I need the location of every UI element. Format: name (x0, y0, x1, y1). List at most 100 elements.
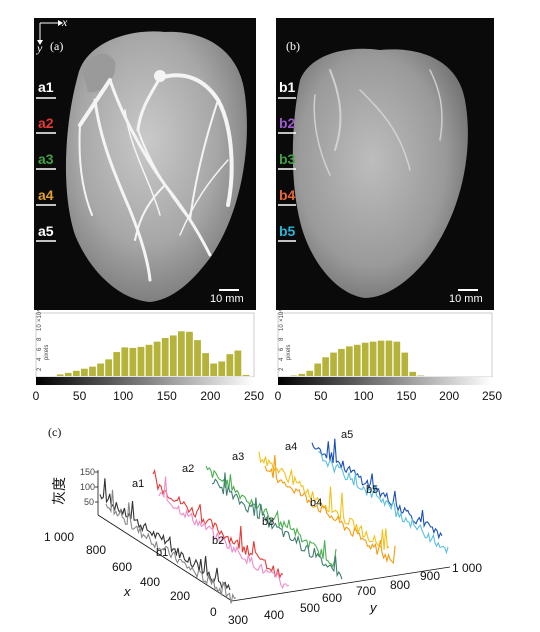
hist-b-bar (322, 357, 329, 376)
slice-label-b4: b4 (279, 187, 296, 203)
y-tick-300: 300 (228, 613, 248, 627)
colorbar-a-tick-label: 50 (73, 389, 87, 403)
colorbar-a-ticks: 0 50 100 150 200 250 (33, 389, 265, 403)
curve-labels: a1 b1 a2 b2 a3 b3 a4 b4 a5 b5 (132, 429, 378, 559)
histogram-a-frame (35, 312, 255, 378)
colorbar-b (278, 377, 492, 385)
hist-a-bar (105, 359, 113, 376)
hist-b-bar (314, 363, 321, 376)
profile-a3 (205, 465, 337, 568)
hist-b-bar (330, 352, 337, 376)
curve-label-a4: a4 (285, 441, 297, 453)
hist-a-bar (202, 353, 209, 376)
profile-b2 (158, 476, 290, 590)
panel-a-label: (a) (50, 39, 63, 53)
colorbar-a-tick-label: 250 (244, 389, 264, 403)
hist-a-bar (121, 347, 129, 376)
histogram-b (290, 340, 424, 376)
hist-a-bar (177, 331, 185, 376)
z-tick-50: 50 (84, 497, 94, 507)
hist-b-bar (369, 341, 377, 376)
panel-a: x y (a) a1 a2 (33, 15, 265, 403)
curve-label-b2: b2 (212, 535, 224, 547)
z-tick-100: 100 (80, 482, 95, 492)
hist-b-tick-6: 6 (279, 347, 285, 351)
hist-a-bar (153, 341, 161, 376)
profile-b5 (317, 451, 449, 555)
heart-a-image (65, 31, 247, 303)
histogram-b-frame (277, 312, 493, 378)
hist-a-exponent: ×10⁴ (36, 309, 43, 322)
hist-a-bar (169, 335, 177, 376)
y-axis-label: y (369, 600, 378, 615)
colorbar-a (36, 377, 254, 385)
hist-a-bar (186, 331, 193, 376)
slice-label-b5: b5 (279, 223, 296, 239)
axis-indicator: x y (36, 15, 68, 55)
hist-a-bar (161, 338, 169, 376)
profile-a1 (99, 478, 231, 591)
x-axis-label: x (123, 584, 131, 599)
hist-a-bar (113, 352, 121, 376)
slice-label-b1: b1 (279, 79, 296, 95)
hist-b-bar (346, 346, 353, 376)
slice-label-b2: b2 (279, 115, 296, 131)
x-tick-1000: 1 000 (44, 530, 74, 544)
hist-b-unit: pixels (286, 345, 292, 360)
hist-a-tick-2: 2 (37, 367, 43, 371)
hist-a-bar (226, 354, 234, 376)
hist-a-bar (56, 374, 64, 376)
curve-label-b5: b5 (366, 484, 378, 496)
axis-x-label: x (61, 15, 68, 29)
z-tick-150: 150 (80, 467, 95, 477)
profile-b1 (105, 489, 237, 604)
panel-c: (c) 150 100 50 灰度 1 000 800 600 400 200 … (44, 425, 482, 627)
x-tick-600: 600 (112, 560, 132, 574)
profile-a4 (258, 451, 390, 550)
x-tick-400: 400 (140, 575, 160, 589)
hist-a-tick-4: 4 (37, 357, 43, 361)
histogram-a (56, 331, 250, 376)
hist-a-bar (129, 347, 137, 376)
histogram-b-axis: 2 4 6 8 10 ×10⁴ pixels (278, 309, 292, 371)
hist-b-bar (306, 370, 314, 376)
colorbar-a-tick-label: 150 (157, 389, 177, 403)
hist-a-tick-6: 6 (37, 347, 43, 351)
profile-a5 (311, 438, 443, 540)
slice-label-a5: a5 (38, 223, 54, 239)
y-tick-700: 700 (356, 584, 376, 598)
hist-b-tick-10: 10 (279, 324, 285, 331)
z-axis-label: 灰度 (51, 477, 67, 505)
x-axis: 1 000 800 600 400 200 0 x (44, 514, 233, 619)
hist-b-bar (377, 340, 385, 376)
profile-b4 (264, 455, 396, 565)
y-tick-400: 400 (264, 608, 284, 622)
hist-a-bar (72, 370, 80, 376)
colorbar-b-tick-label: 50 (314, 389, 328, 403)
y-tick-900: 900 (420, 569, 440, 583)
hist-a-bar (210, 363, 218, 376)
hist-b-bar (393, 341, 401, 376)
x-tick-800: 800 (86, 543, 106, 557)
colorbar-b-ticks: 0 50 100 150 200 250 (275, 389, 503, 403)
curve-label-b3: b3 (262, 516, 274, 528)
curve-label-a3: a3 (232, 451, 244, 463)
hist-a-bar (89, 366, 96, 376)
hist-a-bar (218, 361, 226, 376)
slice-markers-a: a1 a2 a3 a4 a5 (36, 79, 56, 242)
axis-y-label: y (36, 41, 43, 55)
hist-b-bar (409, 371, 417, 376)
slice-label-a3: a3 (38, 151, 54, 167)
hist-b-bar (401, 352, 409, 376)
y-tick-500: 500 (300, 601, 320, 615)
histogram-a-axis: 2 4 6 8 10 ×10⁴ pixels (36, 309, 50, 371)
colorbar-b-tick-label: 100 (354, 389, 374, 403)
gray-profiles (99, 438, 449, 604)
hist-a-bar (234, 350, 242, 376)
hist-a-bar (97, 363, 104, 376)
profile-b3 (211, 472, 343, 580)
hist-b-bar (353, 344, 361, 376)
aortic-root (154, 70, 166, 82)
hist-b-tick-4: 4 (279, 357, 285, 361)
curve-label-b4: b4 (310, 497, 322, 509)
